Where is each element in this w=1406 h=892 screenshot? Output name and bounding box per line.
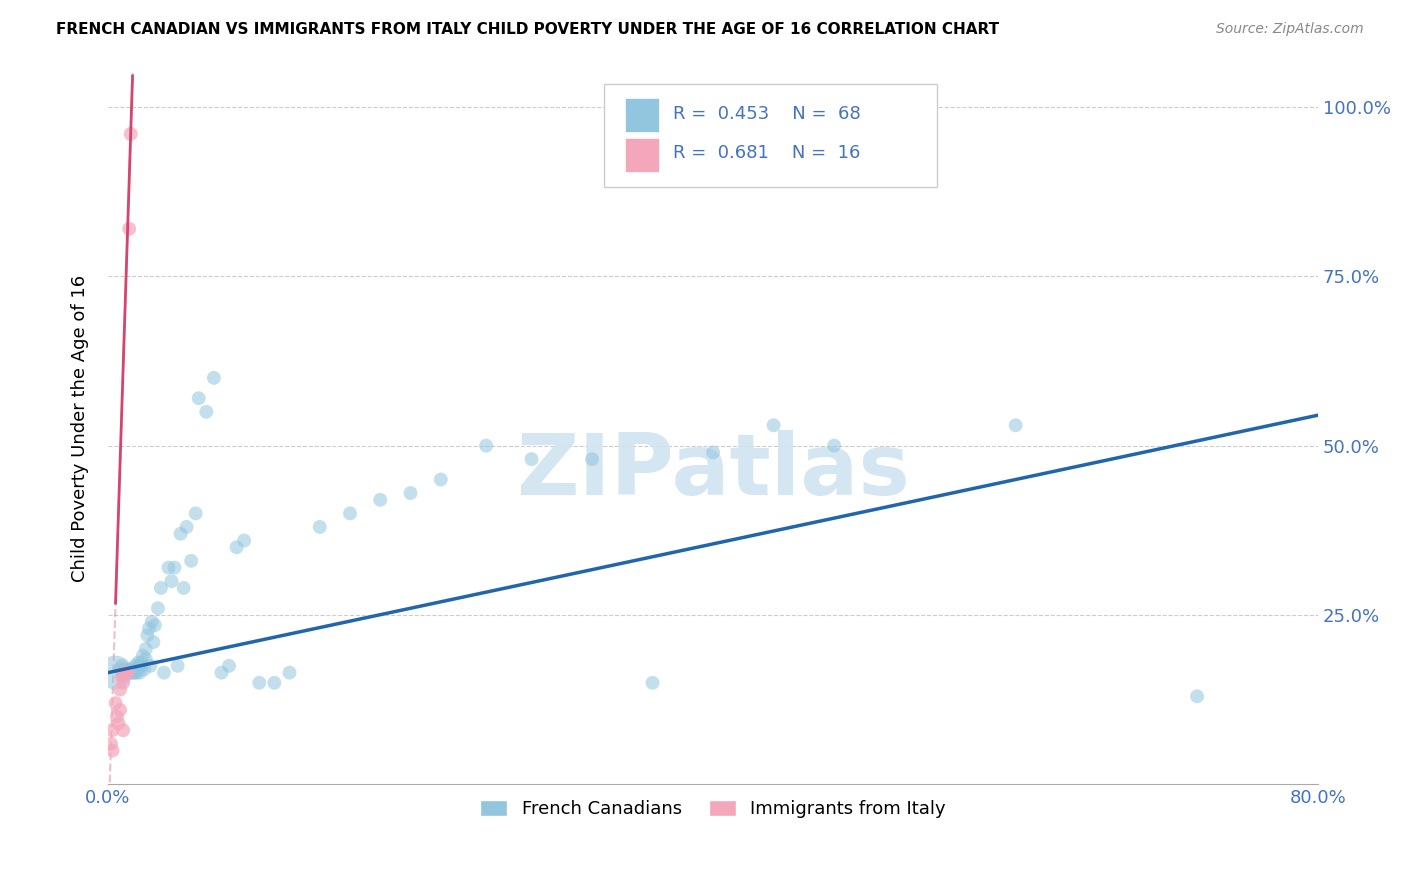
Point [125, 665, 148, 680]
Point [120, 662, 142, 676]
Point [225, 541, 247, 555]
Point [187, 391, 209, 405]
Point [1185, 690, 1208, 704]
Point [104, 665, 127, 680]
Point [308, 520, 330, 534]
Point [339, 507, 361, 521]
Point [209, 665, 232, 680]
Point [110, 669, 132, 683]
Point [134, 662, 156, 676]
Point [104, 696, 127, 710]
Point [112, 669, 135, 683]
Point [112, 723, 135, 738]
Point [108, 662, 131, 676]
Point [127, 656, 149, 670]
Point [124, 665, 146, 680]
Point [160, 574, 183, 589]
Point [641, 675, 664, 690]
Point [139, 658, 162, 673]
Point [135, 641, 157, 656]
Point [105, 709, 128, 723]
Point [129, 658, 152, 673]
Point [184, 507, 207, 521]
Point [121, 665, 143, 680]
Point [128, 658, 150, 673]
Point [127, 658, 149, 673]
Point [112, 675, 135, 690]
Point [117, 665, 139, 680]
Point [475, 439, 498, 453]
Point [112, 665, 135, 680]
Point [176, 520, 198, 534]
Point [163, 560, 186, 574]
Point [169, 526, 191, 541]
Point [101, 723, 124, 738]
Point [115, 665, 138, 680]
Point [128, 665, 150, 680]
Text: ZIPatlas: ZIPatlas [516, 430, 910, 513]
Point [120, 665, 142, 680]
Point [581, 452, 603, 467]
Point [110, 658, 132, 673]
Point [142, 635, 165, 649]
Point [146, 601, 169, 615]
Point [149, 581, 172, 595]
Point [118, 222, 141, 236]
FancyBboxPatch shape [624, 98, 658, 132]
Point [122, 662, 145, 676]
Text: R =  0.681    N =  16: R = 0.681 N = 16 [673, 145, 860, 162]
Point [180, 554, 202, 568]
Point [114, 665, 136, 680]
Point [233, 533, 256, 548]
Point [122, 665, 145, 680]
Point [101, 743, 124, 757]
FancyBboxPatch shape [624, 137, 658, 172]
Point [702, 445, 724, 459]
Point [247, 675, 270, 690]
Point [115, 665, 138, 680]
Point [823, 439, 845, 453]
Point [135, 652, 157, 666]
Point [762, 418, 785, 433]
Point [108, 682, 131, 697]
Point [141, 615, 163, 629]
Point [129, 656, 152, 670]
Point [368, 492, 391, 507]
Point [166, 658, 188, 673]
Point [1004, 418, 1026, 433]
Point [124, 658, 146, 673]
Point [429, 473, 451, 487]
Point [100, 737, 122, 751]
Point [195, 405, 218, 419]
Point [218, 658, 240, 673]
Text: Source: ZipAtlas.com: Source: ZipAtlas.com [1216, 22, 1364, 37]
Point [399, 486, 422, 500]
Text: R =  0.453    N =  68: R = 0.453 N = 68 [673, 104, 860, 122]
FancyBboxPatch shape [605, 84, 936, 186]
Point [120, 127, 142, 141]
Point [263, 675, 285, 690]
Point [143, 618, 166, 632]
Text: FRENCH CANADIAN VS IMMIGRANTS FROM ITALY CHILD POVERTY UNDER THE AGE OF 16 CORRE: FRENCH CANADIAN VS IMMIGRANTS FROM ITALY… [56, 22, 1000, 37]
Point [117, 665, 139, 680]
Point [157, 560, 180, 574]
Point [114, 662, 136, 676]
Point [108, 703, 131, 717]
Point [107, 716, 129, 731]
Point [173, 581, 195, 595]
Point [132, 648, 155, 663]
Point [153, 665, 176, 680]
Point [202, 371, 225, 385]
Point [278, 665, 301, 680]
Point [138, 622, 160, 636]
Point [520, 452, 543, 467]
Y-axis label: Child Poverty Under the Age of 16: Child Poverty Under the Age of 16 [72, 275, 89, 582]
Point [136, 628, 159, 642]
Legend: French Canadians, Immigrants from Italy: French Canadians, Immigrants from Italy [472, 792, 953, 825]
